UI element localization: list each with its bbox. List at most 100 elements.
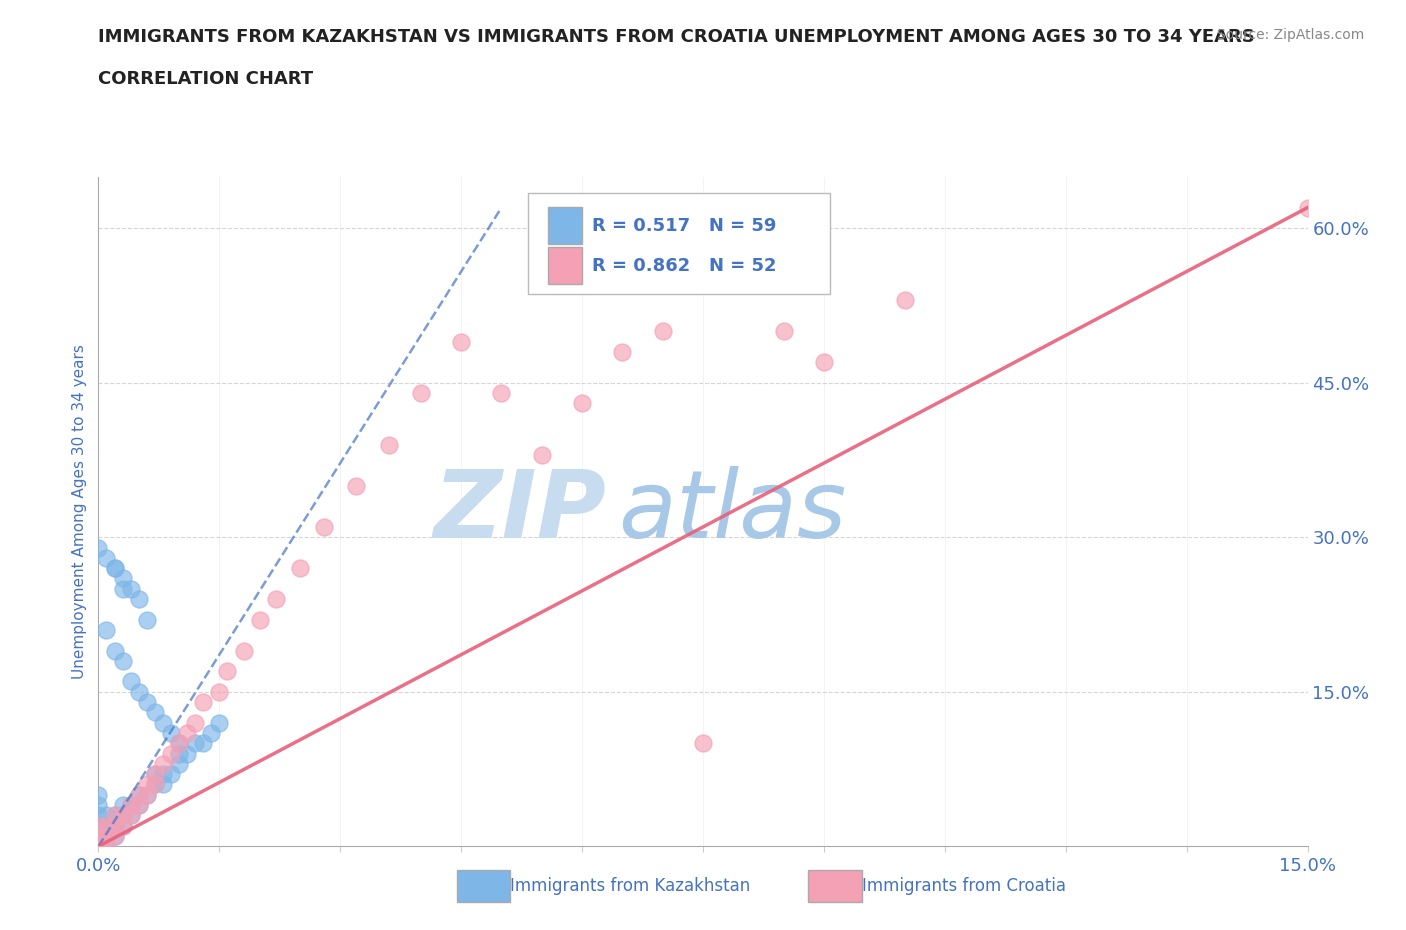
Point (152, 756, 174, 771)
Point (87, 839, 110, 854)
Y-axis label: Unemployment Among Ages 30 to 34 years: Unemployment Among Ages 30 to 34 years (72, 344, 87, 679)
Point (103, 644, 125, 658)
Point (232, 644, 254, 658)
Point (87, 818, 110, 833)
Point (103, 561, 125, 576)
Text: IMMIGRANTS FROM KAZAKHSTAN VS IMMIGRANTS FROM CROATIA UNEMPLOYMENT AMONG AGES 30: IMMIGRANTS FROM KAZAKHSTAN VS IMMIGRANTS… (98, 28, 1256, 46)
Point (193, 695, 215, 710)
Point (103, 829, 125, 844)
Point (249, 612, 271, 627)
Point (450, 334, 472, 349)
Point (103, 818, 125, 833)
Text: R = 0.517   N = 59: R = 0.517 N = 59 (592, 217, 776, 234)
Point (128, 798, 150, 813)
Point (193, 736, 215, 751)
Point (111, 808, 134, 823)
Point (87, 839, 110, 854)
Point (87, 839, 110, 854)
Point (176, 725, 198, 740)
FancyBboxPatch shape (527, 193, 830, 294)
Text: atlas: atlas (619, 466, 846, 557)
Point (264, 591, 287, 606)
Point (143, 766, 166, 781)
Point (87, 829, 110, 844)
Point (160, 746, 183, 761)
Point (120, 674, 142, 689)
Point (152, 766, 174, 781)
Point (314, 520, 336, 535)
Point (87, 839, 110, 854)
Point (152, 715, 174, 730)
Point (571, 396, 593, 411)
Point (184, 736, 207, 751)
Point (103, 818, 125, 833)
Point (893, 293, 915, 308)
Point (167, 756, 190, 771)
Point (96, 818, 118, 833)
Point (96, 829, 118, 844)
Point (128, 788, 150, 803)
Point (103, 808, 125, 823)
Point (111, 798, 134, 813)
Point (120, 808, 142, 823)
Point (87, 540, 110, 555)
Point (111, 654, 134, 669)
Point (120, 798, 142, 813)
Point (128, 798, 150, 813)
Point (103, 561, 125, 576)
Point (491, 386, 513, 401)
Point (120, 808, 142, 823)
Point (87, 788, 110, 803)
Point (111, 571, 134, 586)
Point (208, 684, 231, 699)
Point (120, 798, 142, 813)
Point (143, 777, 166, 792)
Point (87, 829, 110, 844)
Text: R = 0.862   N = 52: R = 0.862 N = 52 (592, 257, 776, 274)
Point (143, 777, 166, 792)
Point (176, 746, 198, 761)
Point (651, 324, 673, 339)
Point (87, 829, 110, 844)
Point (135, 777, 157, 792)
Point (612, 344, 634, 359)
Point (111, 808, 134, 823)
Point (128, 591, 150, 606)
Point (87, 798, 110, 813)
FancyBboxPatch shape (548, 206, 582, 244)
Point (87, 839, 110, 854)
Text: ZIP: ZIP (433, 466, 606, 557)
Point (377, 437, 399, 452)
Point (87, 839, 110, 854)
Point (1296, 200, 1319, 215)
Point (96, 818, 118, 833)
Point (135, 788, 157, 803)
FancyBboxPatch shape (548, 247, 582, 284)
Point (813, 354, 835, 369)
Point (87, 839, 110, 854)
Point (96, 808, 118, 823)
Point (103, 808, 125, 823)
Point (692, 736, 714, 751)
Point (103, 829, 125, 844)
Point (120, 581, 142, 596)
Point (208, 715, 231, 730)
Point (143, 705, 166, 720)
Text: CORRELATION CHART: CORRELATION CHART (98, 70, 314, 87)
Point (87, 829, 110, 844)
Point (217, 664, 239, 679)
Point (87, 839, 110, 854)
Point (135, 612, 157, 627)
Point (87, 839, 110, 854)
Point (409, 386, 432, 401)
Point (200, 725, 222, 740)
Point (96, 839, 118, 854)
Point (772, 324, 794, 339)
Point (87, 839, 110, 854)
Point (135, 788, 157, 803)
Point (87, 818, 110, 833)
Point (96, 622, 118, 637)
Point (128, 788, 150, 803)
Point (128, 684, 150, 699)
Point (143, 766, 166, 781)
